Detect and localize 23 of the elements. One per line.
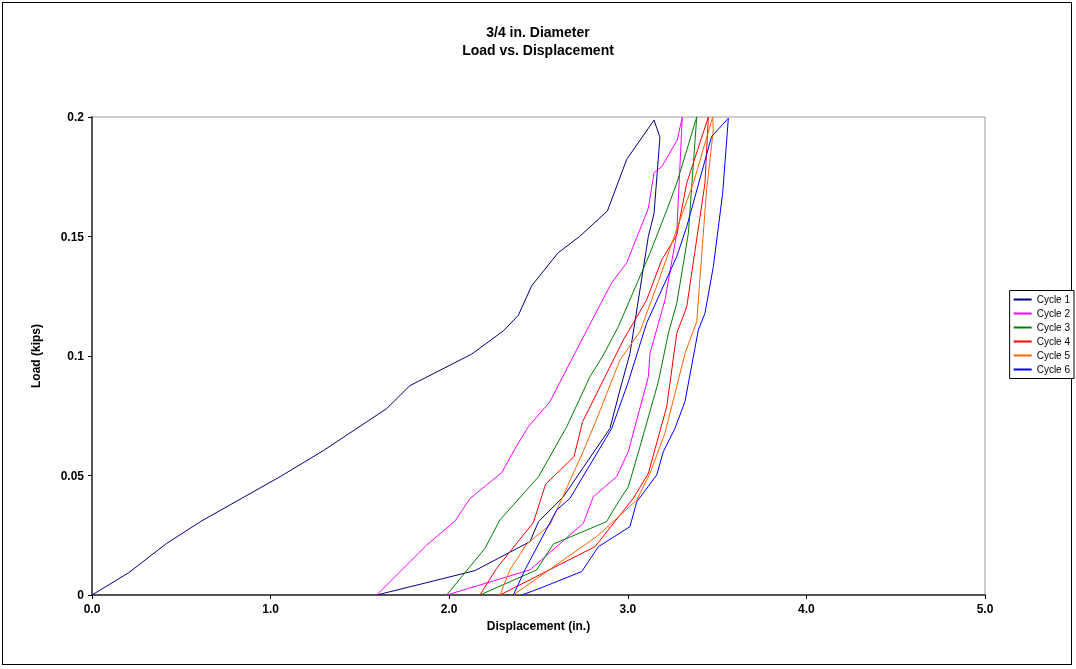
x-tick-label: 0.0 bbox=[83, 602, 101, 616]
x-tick-label: 2.0 bbox=[440, 602, 458, 616]
y-tick-label: 0 bbox=[77, 588, 85, 602]
chart-title: 3/4 in. Diameter bbox=[486, 24, 591, 40]
x-tick-label: 1.0 bbox=[262, 602, 280, 616]
legend-label: Cycle 5 bbox=[1036, 350, 1071, 361]
y-tick-label: 0.2 bbox=[67, 110, 85, 124]
line-series bbox=[376, 116, 683, 596]
legend-label: Cycle 6 bbox=[1036, 364, 1071, 375]
chart-subtitle: Load vs. Displacement bbox=[462, 42, 615, 58]
legend-label: Cycle 4 bbox=[1036, 336, 1071, 347]
x-tick-label: 3.0 bbox=[619, 602, 637, 616]
x-axis-title: Displacement (in.) bbox=[486, 618, 591, 633]
y-axis-title: Load (kips) bbox=[29, 323, 43, 389]
x-tick-label: 4.0 bbox=[798, 602, 816, 616]
legend-label: Cycle 2 bbox=[1036, 308, 1071, 319]
y-tick-label: 0.1 bbox=[67, 349, 85, 363]
legend-label: Cycle 1 bbox=[1036, 294, 1071, 305]
x-tick-label: 5.0 bbox=[976, 602, 994, 616]
y-tick-label: 0.05 bbox=[60, 468, 85, 483]
y-tick-label: 0.15 bbox=[60, 229, 85, 244]
legend-label: Cycle 3 bbox=[1036, 322, 1071, 333]
line-series bbox=[446, 116, 698, 596]
